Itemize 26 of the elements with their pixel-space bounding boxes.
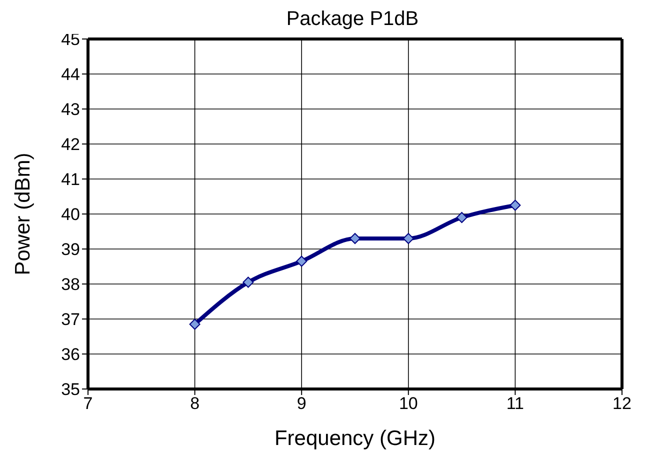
x-tick-label: 7 — [83, 394, 93, 414]
y-tick-label: 37 — [61, 310, 80, 330]
y-tick-label: 38 — [61, 275, 80, 294]
x-tick-label: 9 — [296, 394, 306, 414]
point — [402, 233, 414, 244]
point — [189, 318, 200, 330]
y-tick-label: 40 — [61, 205, 80, 224]
x-axis-title: Frequency (GHz) — [274, 427, 436, 450]
chart-title: Package P1dB — [286, 8, 419, 30]
x-tick-label: 11 — [506, 394, 524, 414]
y-tick-label: 41 — [61, 170, 80, 190]
y-tick-label: 42 — [61, 135, 80, 154]
y-tick-label: 36 — [61, 345, 80, 364]
x-tick-label: 10 — [398, 394, 418, 414]
point — [350, 233, 360, 244]
x-tick-label: 8 — [190, 394, 200, 414]
point — [510, 200, 521, 211]
point — [242, 276, 254, 288]
point — [456, 212, 468, 223]
point — [296, 256, 308, 267]
y-tick-label: 35 — [61, 380, 80, 400]
x-tick-label: 12 — [612, 394, 632, 414]
y-tick-label: 43 — [61, 100, 80, 120]
y-tick-label: 39 — [61, 240, 80, 260]
y-axis-title: Power (dBm) — [11, 152, 34, 276]
y-tick-label: 44 — [61, 65, 80, 84]
